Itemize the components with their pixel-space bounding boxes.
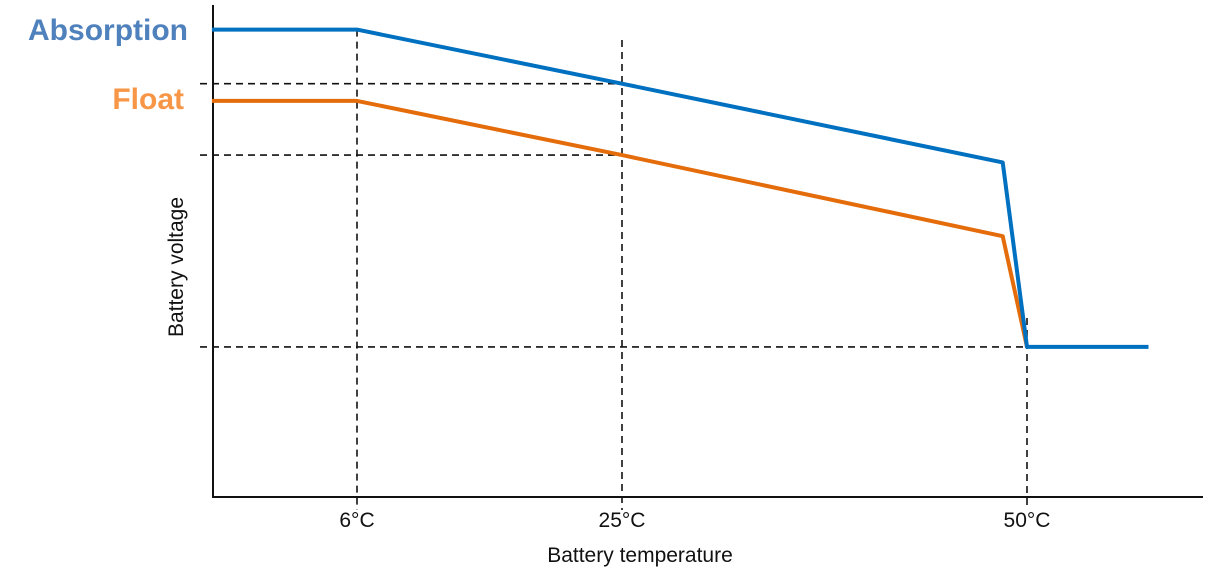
- x-axis-label: Battery temperature: [547, 544, 733, 567]
- x-tick-label: 6°C: [339, 509, 374, 532]
- x-tick-label: 25°C: [599, 509, 646, 532]
- y-axis-label: Battery voltage: [165, 197, 188, 337]
- x-tick-labels: 6°C 25°C 50°C: [339, 509, 1050, 532]
- x-tick-label: 50°C: [1004, 509, 1051, 532]
- series-line-float: [211, 98, 1029, 348]
- series-label-absorption: Absorption: [28, 14, 188, 47]
- series-label-float: Float: [112, 83, 184, 116]
- reference-lines: [200, 29, 1149, 510]
- series-line-absorption: [211, 27, 1149, 349]
- series-lines: [211, 27, 1149, 349]
